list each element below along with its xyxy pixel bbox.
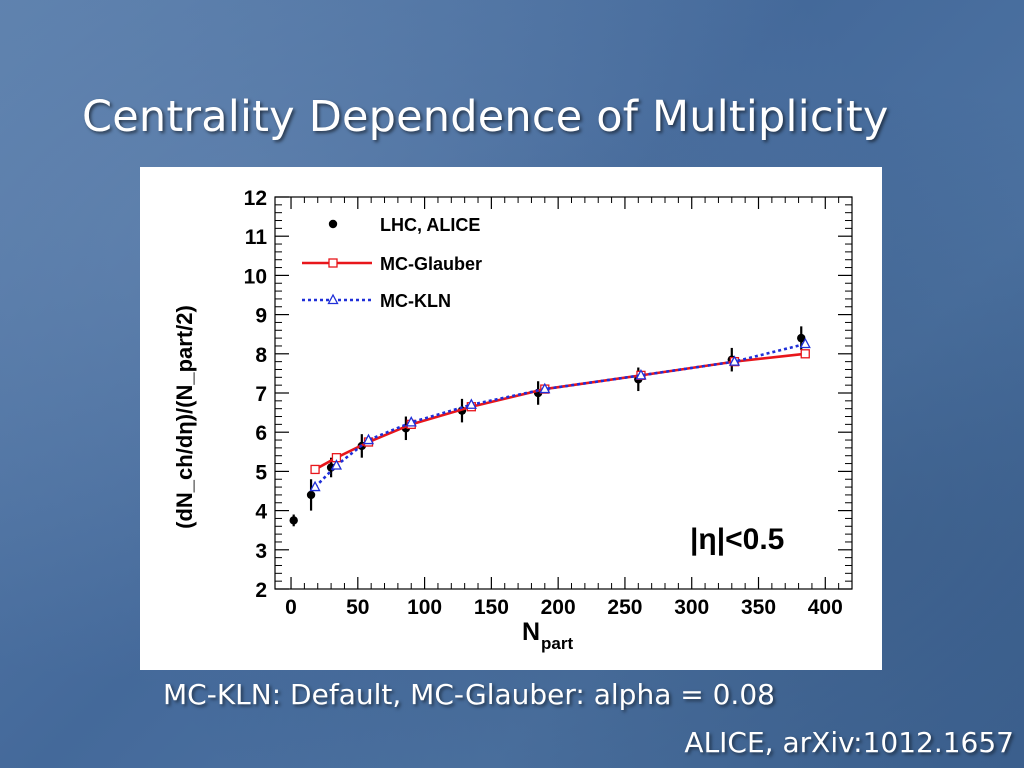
y-tick-label: 6 [255,422,267,445]
legend-group: LHC, ALICE MC-Glauber MC-KLN [302,215,482,311]
x-tick-label: 150 [474,596,509,619]
x-tick-label: 50 [346,596,369,619]
y-tick-label: 8 [255,344,267,367]
x-tick-label: 100 [407,596,442,619]
x-tick-label: 200 [541,596,576,619]
axis-ticks-group: 0 50 100 150 200 250 300 350 400 2 3 4 5 6 7 8 9 10 11 12 [244,187,853,619]
mc-kln-marker [728,355,741,366]
y-tick-label: 9 [255,305,267,328]
x-tick-label: 400 [808,596,843,619]
x-tick-label: 300 [674,596,709,619]
legend-marker-glauber [328,258,338,268]
y-tick-label: 5 [255,461,267,484]
mc-kln-marker [405,416,417,427]
y-axis-label: (dN_ch/dη)/(N_part/2) [172,305,197,529]
x-tick-label: 0 [285,596,297,619]
series-group [289,326,811,527]
legend-marker-kln [327,293,339,305]
mc-kln-marker [539,382,551,394]
legend-marker-alice [328,219,338,229]
y-tick-label: 2 [255,579,267,602]
y-tick-label: 10 [244,265,267,288]
mc-kln-marker [330,459,343,470]
y-tick-label: 4 [255,501,267,524]
mc-kln-marker [635,368,647,380]
y-tick-label: 3 [255,540,267,563]
multiplicity-chart: 0 50 100 150 200 250 300 350 400 2 3 4 5 6 7 8 9 10 11 12 L… [172,187,853,653]
x-axis-label-subscript: part [541,634,573,653]
alice-data-point [289,516,298,525]
mc-kln-marker [309,480,321,492]
mc-glauber-marker [310,464,320,475]
legend-label: MC-Glauber [380,254,482,274]
reference-citation: ALICE, arXiv:1012.1657 [684,726,1014,759]
legend-label: LHC, ALICE [380,215,480,235]
mc-glauber-marker [800,349,810,359]
slide-title: Centrality Dependence of Multiplicity [82,92,889,142]
mc-kln-marker [799,337,811,349]
y-tick-label: 11 [245,226,268,249]
x-axis-label: N [522,618,540,646]
x-tick-label: 350 [741,596,776,619]
legend-label: MC-KLN [380,291,451,311]
alice-data-point [306,490,316,500]
mc-kln-marker [362,433,375,445]
model-caption: MC-KLN: Default, MC-Glauber: alpha = 0.0… [163,678,775,711]
y-tick-label: 12 [244,187,267,210]
y-tick-label: 7 [255,383,267,406]
x-tick-label: 250 [607,596,642,619]
plot-panel: 0 50 100 150 200 250 300 350 400 2 3 4 5 6 7 8 9 10 11 12 L… [140,167,882,670]
alice-data-point [797,333,806,343]
eta-cut-annotation: |η|<0.5 [690,523,784,556]
mc-kln-marker [465,398,477,409]
